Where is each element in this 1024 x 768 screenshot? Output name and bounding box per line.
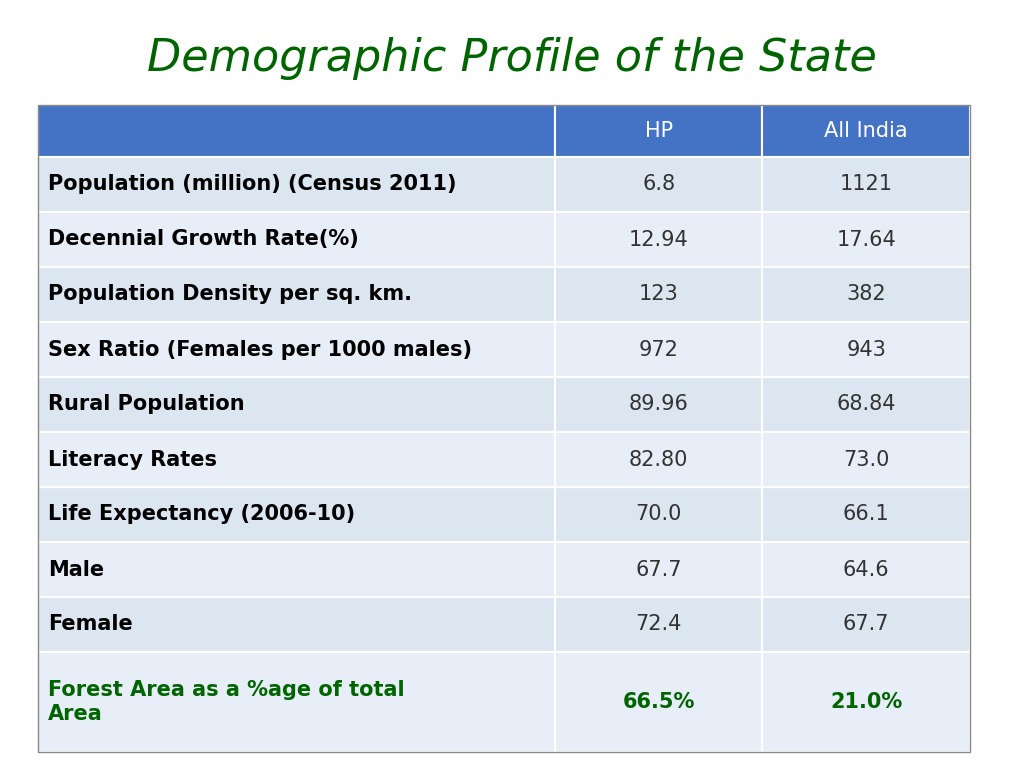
Text: 89.96: 89.96 bbox=[629, 395, 689, 415]
Text: 972: 972 bbox=[639, 339, 679, 359]
Bar bbox=[38, 652, 555, 752]
Text: 66.5%: 66.5% bbox=[623, 692, 695, 712]
Bar bbox=[38, 322, 555, 377]
Bar bbox=[38, 542, 555, 597]
Text: 73.0: 73.0 bbox=[843, 449, 889, 469]
Bar bbox=[555, 432, 762, 487]
Bar bbox=[762, 597, 970, 652]
Bar bbox=[762, 157, 970, 212]
Text: Population Density per sq. km.: Population Density per sq. km. bbox=[48, 284, 412, 304]
Text: 66.1: 66.1 bbox=[843, 505, 890, 525]
Bar bbox=[555, 322, 762, 377]
Bar bbox=[555, 542, 762, 597]
Text: 943: 943 bbox=[846, 339, 886, 359]
Text: Population (million) (Census 2011): Population (million) (Census 2011) bbox=[48, 174, 457, 194]
Text: 17.64: 17.64 bbox=[837, 230, 896, 250]
Bar bbox=[555, 377, 762, 432]
Text: 123: 123 bbox=[639, 284, 679, 304]
Text: Female: Female bbox=[48, 614, 133, 634]
Bar bbox=[555, 212, 762, 267]
Bar bbox=[38, 267, 555, 322]
Text: Decennial Growth Rate(%): Decennial Growth Rate(%) bbox=[48, 230, 358, 250]
Bar bbox=[38, 212, 555, 267]
Bar bbox=[38, 432, 555, 487]
Bar bbox=[555, 157, 762, 212]
Bar bbox=[555, 652, 762, 752]
Bar bbox=[762, 105, 970, 157]
Text: 82.80: 82.80 bbox=[629, 449, 688, 469]
Bar bbox=[762, 542, 970, 597]
Text: Rural Population: Rural Population bbox=[48, 395, 245, 415]
Text: 72.4: 72.4 bbox=[636, 614, 682, 634]
Bar bbox=[762, 432, 970, 487]
Text: 67.7: 67.7 bbox=[636, 560, 682, 580]
Bar bbox=[762, 267, 970, 322]
Text: All India: All India bbox=[824, 121, 908, 141]
Bar bbox=[555, 597, 762, 652]
Bar bbox=[555, 105, 762, 157]
Bar bbox=[38, 105, 555, 157]
Bar bbox=[555, 267, 762, 322]
Text: 64.6: 64.6 bbox=[843, 560, 890, 580]
Text: Literacy Rates: Literacy Rates bbox=[48, 449, 217, 469]
Text: 382: 382 bbox=[846, 284, 886, 304]
Text: 70.0: 70.0 bbox=[636, 505, 682, 525]
Bar bbox=[38, 487, 555, 542]
Bar bbox=[762, 487, 970, 542]
Text: Male: Male bbox=[48, 560, 104, 580]
Text: Sex Ratio (Females per 1000 males): Sex Ratio (Females per 1000 males) bbox=[48, 339, 472, 359]
Bar bbox=[762, 212, 970, 267]
Text: 6.8: 6.8 bbox=[642, 174, 675, 194]
Text: 68.84: 68.84 bbox=[837, 395, 896, 415]
Text: 1121: 1121 bbox=[840, 174, 893, 194]
Bar bbox=[762, 377, 970, 432]
Text: Life Expectancy (2006-10): Life Expectancy (2006-10) bbox=[48, 505, 355, 525]
Bar bbox=[762, 652, 970, 752]
Bar bbox=[38, 105, 970, 752]
Bar bbox=[38, 157, 555, 212]
Text: 67.7: 67.7 bbox=[843, 614, 889, 634]
Text: Demographic Profile of the State: Demographic Profile of the State bbox=[147, 37, 877, 80]
Text: HP: HP bbox=[645, 121, 673, 141]
Text: Forest Area as a %age of total
Area: Forest Area as a %age of total Area bbox=[48, 680, 404, 724]
Text: 12.94: 12.94 bbox=[629, 230, 688, 250]
Bar bbox=[762, 322, 970, 377]
Text: 21.0%: 21.0% bbox=[830, 692, 902, 712]
Bar bbox=[555, 487, 762, 542]
Bar bbox=[38, 377, 555, 432]
Bar bbox=[38, 597, 555, 652]
